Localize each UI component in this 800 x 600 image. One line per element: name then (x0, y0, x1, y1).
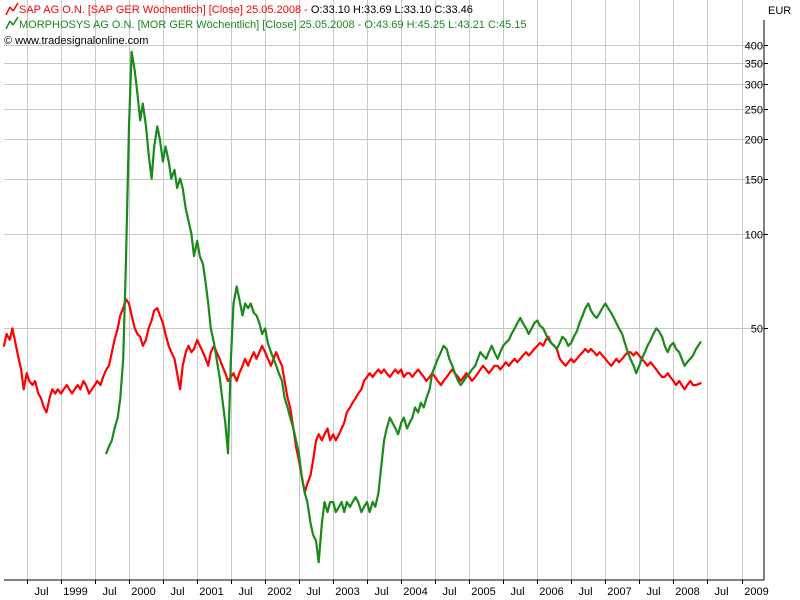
y-tick-label-300: 300 (745, 80, 763, 92)
legend-line-icon-morphosys (5, 16, 19, 30)
legend-name-sap: SAP AG O.N. [SAP GER Wöchentlich] [Close… (19, 4, 311, 16)
x-tick-label-6: Jul (238, 586, 252, 598)
x-tick-label-11: 2004 (403, 586, 427, 598)
legend-ohlc-sap: O:33.10 H:33.69 L:33.10 C:33.46 (311, 4, 473, 16)
legend-entry-morphosys[interactable]: MORPHOSYS AG O.N. [MOR GER Wöchentlich] … (5, 16, 526, 31)
legend-name-morphosys: MORPHOSYS AG O.N. [MOR GER Wöchentlich] … (19, 19, 364, 31)
x-tick-label-0: Jul (34, 586, 48, 598)
x-tick-label-1: 1999 (63, 586, 87, 598)
x-tick-label-7: 2002 (267, 586, 291, 598)
x-tick-label-2: Jul (102, 586, 116, 598)
watermark-text: © www.tradesignalonline.com (4, 35, 148, 47)
vertical-gridlines (27, 0, 743, 580)
x-tick-label-8: Jul (306, 586, 320, 598)
legend-ohlc-morphosys: O:43.69 H:45.25 L:43.21 C:45.15 (364, 19, 526, 31)
x-tick-label-21: 2009 (744, 586, 768, 598)
legend: SAP AG O.N. [SAP GER Wöchentlich] [Close… (4, 2, 526, 47)
x-tick-label-12: Jul (442, 586, 456, 598)
x-tick-label-19: 2008 (675, 586, 699, 598)
legend-entry-sap[interactable]: SAP AG O.N. [SAP GER Wöchentlich] [Close… (5, 2, 473, 16)
x-tick-label-20: Jul (714, 586, 728, 598)
x-tick-label-13: 2005 (471, 586, 495, 598)
x-axis-ticks: Jul 1999 Jul 2000 Jul 2001 Jul 2002 Jul 2003 Jul 20… (27, 580, 769, 598)
y-tick-label-250: 250 (745, 105, 763, 117)
legend-text-morphosys: MORPHOSYS AG O.N. [MOR GER Wöchentlich] … (19, 19, 526, 31)
series-line-morphosys (105, 50, 702, 564)
series-line-sap (2, 298, 702, 494)
x-tick-label-18: Jul (646, 586, 660, 598)
y-tick-label-150: 150 (745, 175, 763, 187)
x-tick-label-17: 2007 (607, 586, 631, 598)
x-tick-label-4: Jul (170, 586, 184, 598)
x-tick-label-9: 2003 (335, 586, 359, 598)
x-tick-label-14: Jul (510, 586, 524, 598)
y-tick-label-350: 350 (745, 59, 763, 71)
x-tick-label-3: 2000 (131, 586, 155, 598)
x-tick-label-16: Jul (578, 586, 592, 598)
x-tick-label-10: Jul (374, 586, 388, 598)
series-layer (2, 50, 702, 564)
y-tick-label-50: 50 (751, 324, 763, 336)
x-tick-label-15: 2006 (539, 586, 563, 598)
y-axis-label: EUR (768, 5, 791, 17)
x-tick-label-5: 2001 (199, 586, 223, 598)
y-axis-ticks: 50 100 150 200 250 300 350 400 (745, 41, 768, 336)
legend-line-icon-sap (5, 2, 19, 16)
legend-text-sap: SAP AG O.N. [SAP GER Wöchentlich] [Close… (19, 4, 473, 16)
y-tick-label-200: 200 (745, 135, 763, 147)
y-tick-label-400: 400 (745, 41, 763, 53)
y-tick-label-100: 100 (745, 230, 763, 242)
